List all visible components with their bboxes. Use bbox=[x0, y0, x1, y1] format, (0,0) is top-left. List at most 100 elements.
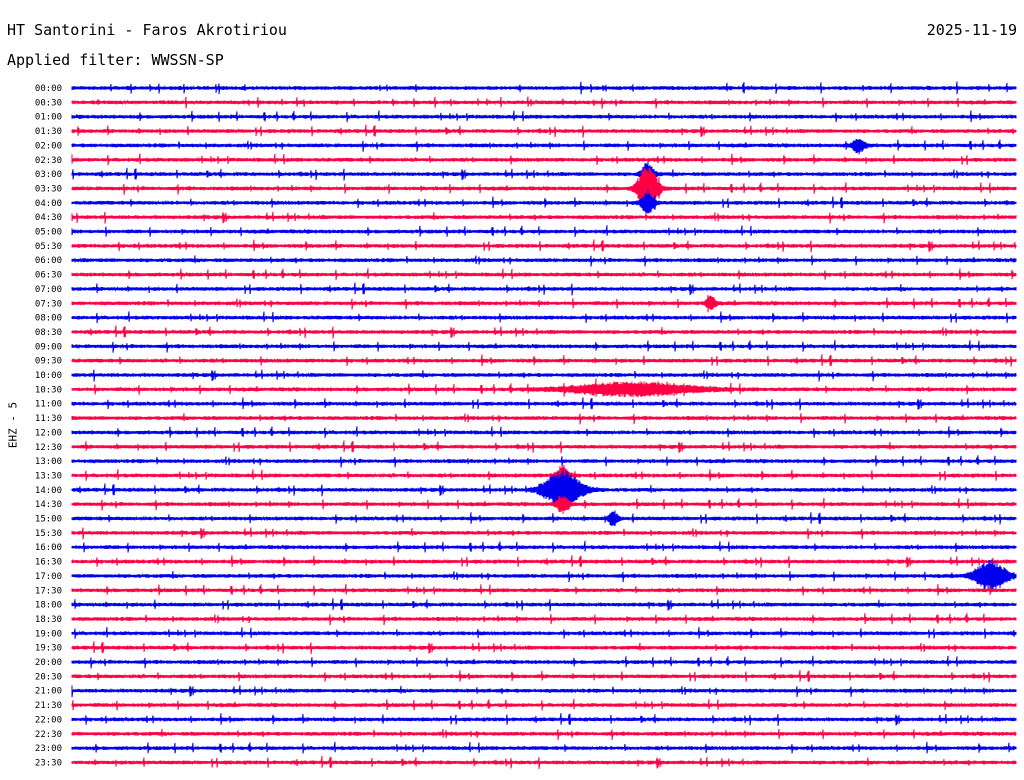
seismic-trace-row bbox=[71, 559, 1017, 592]
row-time-label: 05:30 bbox=[35, 242, 62, 252]
row-time-label: 09:30 bbox=[35, 357, 62, 367]
seismic-trace-row bbox=[71, 211, 1017, 224]
row-time-label: 02:30 bbox=[35, 156, 62, 166]
seismic-trace-row bbox=[71, 685, 1017, 698]
seismic-trace-row bbox=[71, 167, 1017, 215]
seismic-trace-row bbox=[71, 397, 1017, 411]
row-time-label: 21:00 bbox=[35, 687, 62, 697]
row-time-label: 11:00 bbox=[35, 400, 62, 410]
seismic-trace-row bbox=[71, 627, 1017, 639]
seismic-trace-row bbox=[71, 124, 1017, 138]
seismic-trace-row bbox=[71, 239, 1017, 253]
row-time-label: 14:00 bbox=[35, 486, 62, 496]
row-time-label: 05:00 bbox=[35, 228, 62, 238]
seismic-trace-row bbox=[71, 613, 1017, 626]
row-time-label: 12:30 bbox=[35, 443, 62, 453]
row-time-label: 08:00 bbox=[35, 314, 62, 324]
row-time-label: 17:00 bbox=[35, 572, 62, 582]
seismic-trace-row bbox=[71, 455, 1017, 468]
row-time-label: 12:00 bbox=[35, 428, 62, 438]
seismic-trace-row bbox=[71, 583, 1017, 596]
seismic-trace-row bbox=[71, 81, 1017, 95]
row-time-label: 10:30 bbox=[35, 385, 62, 395]
row-time-label: 04:00 bbox=[35, 199, 62, 209]
seismic-trace-row bbox=[71, 282, 1017, 296]
row-time-label: 22:30 bbox=[35, 730, 62, 740]
row-time-label: 15:00 bbox=[35, 515, 62, 525]
row-time-label: 13:30 bbox=[35, 471, 62, 481]
row-time-label: 13:00 bbox=[35, 457, 62, 467]
row-time-label: 21:30 bbox=[35, 701, 62, 711]
seismic-trace-row bbox=[71, 426, 1017, 438]
seismic-trace-row bbox=[71, 527, 1017, 540]
row-time-label: 23:00 bbox=[35, 744, 62, 754]
row-time-label: 20:30 bbox=[35, 672, 62, 682]
seismic-trace-row bbox=[71, 325, 1017, 339]
seismic-trace-row bbox=[71, 641, 1017, 655]
row-time-label: 07:30 bbox=[35, 299, 62, 309]
row-time-label: 18:30 bbox=[35, 615, 62, 625]
time-tick-group: 00:00 00:30 01:00 01:30 02:00 02:30 03:00 03:30… bbox=[35, 84, 62, 768]
seismic-trace-row bbox=[71, 741, 1017, 754]
seismic-trace-row bbox=[71, 555, 1017, 569]
seismic-trace-row bbox=[71, 728, 1017, 741]
seismic-trace-row bbox=[71, 295, 1017, 313]
seismic-trace-row bbox=[71, 354, 1017, 367]
row-time-label: 18:00 bbox=[35, 601, 62, 611]
seismic-trace-row bbox=[71, 378, 1017, 398]
row-time-label: 03:00 bbox=[35, 170, 62, 180]
trace-group bbox=[71, 81, 1017, 769]
seismic-trace-row bbox=[71, 110, 1017, 123]
seismic-trace-row bbox=[71, 495, 1017, 514]
row-time-label: 06:00 bbox=[35, 256, 62, 266]
row-time-label: 00:00 bbox=[35, 84, 62, 94]
seismic-trace-row bbox=[71, 413, 1017, 425]
plot-date: 2025-11-19 bbox=[926, 21, 1017, 39]
row-time-label: 19:30 bbox=[35, 644, 62, 654]
seismic-trace-row bbox=[71, 189, 1017, 214]
row-time-label: 08:30 bbox=[35, 328, 62, 338]
seismic-trace-row bbox=[71, 225, 1017, 237]
seismic-trace-row bbox=[71, 598, 1017, 612]
row-time-label: 22:00 bbox=[35, 715, 62, 725]
row-time-label: 23:30 bbox=[35, 758, 62, 768]
seismic-trace-row bbox=[71, 96, 1017, 109]
row-time-label: 06:30 bbox=[35, 271, 62, 281]
row-time-label: 14:30 bbox=[35, 500, 62, 510]
seismic-trace-row bbox=[71, 713, 1017, 726]
row-time-label: 10:00 bbox=[35, 371, 62, 381]
row-time-label: 20:00 bbox=[35, 658, 62, 668]
row-time-label: 09:00 bbox=[35, 342, 62, 352]
seismic-trace-row bbox=[71, 469, 1017, 510]
row-time-label: 01:30 bbox=[35, 127, 62, 137]
row-time-label: 07:00 bbox=[35, 285, 62, 295]
row-time-label: 11:30 bbox=[35, 414, 62, 424]
seismic-trace-row bbox=[71, 655, 1017, 669]
row-time-label: 02:00 bbox=[35, 141, 62, 151]
seismic-trace-row bbox=[71, 255, 1017, 267]
row-time-label: 17:30 bbox=[35, 586, 62, 596]
row-time-label: 03:30 bbox=[35, 184, 62, 194]
row-time-label: 16:00 bbox=[35, 543, 62, 553]
seismic-trace-row bbox=[71, 540, 1017, 553]
seismic-trace-row bbox=[71, 440, 1017, 454]
seismic-trace-row bbox=[71, 268, 1017, 280]
seismic-trace-row bbox=[71, 340, 1017, 353]
seismic-trace-row bbox=[71, 138, 1017, 155]
row-time-label: 04:30 bbox=[35, 213, 62, 223]
seismic-trace-row bbox=[71, 510, 1017, 527]
seismic-trace-row bbox=[71, 311, 1017, 324]
row-time-label: 01:00 bbox=[35, 113, 62, 123]
row-time-label: 16:30 bbox=[35, 558, 62, 568]
seismic-trace-row bbox=[71, 756, 1017, 769]
row-time-label: 15:30 bbox=[35, 529, 62, 539]
seismic-trace-row bbox=[71, 369, 1017, 382]
seismic-trace-row bbox=[71, 161, 1017, 188]
seismic-trace-row bbox=[71, 464, 1017, 486]
filter-label: Applied filter: WWSSN-SP bbox=[7, 51, 224, 69]
station-title: HT Santorini - Faros Akrotiriou bbox=[7, 21, 287, 39]
row-time-label: 19:00 bbox=[35, 629, 62, 639]
seismic-trace-row bbox=[71, 698, 1017, 711]
seismic-trace-row bbox=[71, 669, 1017, 683]
